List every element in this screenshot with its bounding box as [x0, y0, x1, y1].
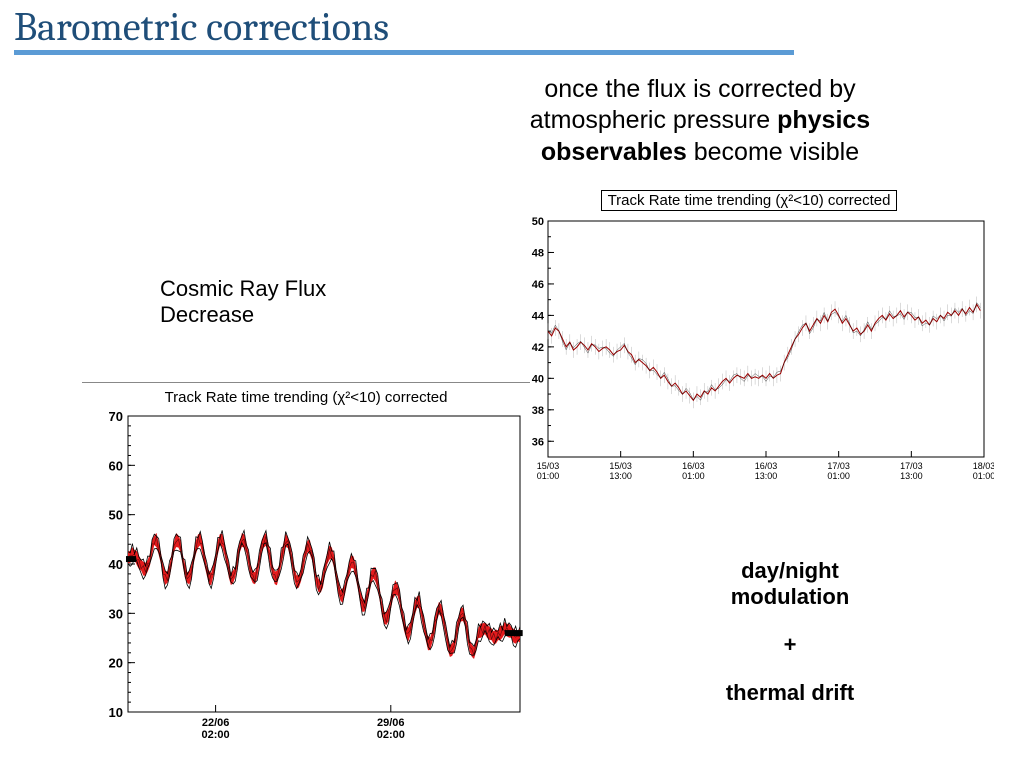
svg-text:02:00: 02:00 [202, 729, 230, 741]
svg-text:16/03: 16/03 [755, 461, 778, 471]
svg-text:30: 30 [109, 606, 123, 621]
svg-text:13:00: 13:00 [900, 471, 923, 481]
chart-right-title-box: Track Rate time trending (χ²<10) correct… [601, 190, 898, 211]
svg-text:17/03: 17/03 [900, 461, 923, 471]
svg-text:15/03: 15/03 [537, 461, 560, 471]
chart-left-title: Track Rate time trending (χ²<10) correct… [82, 389, 530, 406]
svg-text:36: 36 [532, 436, 544, 448]
svg-text:02:00: 02:00 [377, 729, 405, 741]
svg-text:50: 50 [109, 508, 123, 523]
chart-left-hr [82, 382, 530, 383]
left-label-l1: Cosmic Ray Flux [160, 276, 326, 301]
note-a: day/night [741, 558, 839, 583]
intro-l3a: observables [541, 138, 687, 166]
chart-right: Track Rate time trending (χ²<10) correct… [504, 190, 994, 490]
intro-l2b: physics [777, 106, 870, 134]
svg-text:01:00: 01:00 [973, 471, 994, 481]
intro-l3b: become visible [687, 138, 859, 166]
svg-text:13:00: 13:00 [609, 471, 632, 481]
svg-text:01:00: 01:00 [682, 471, 705, 481]
svg-text:40: 40 [532, 373, 544, 385]
note-d: thermal drift [726, 680, 854, 705]
left-label: Cosmic Ray Flux Decrease [160, 276, 326, 328]
svg-text:70: 70 [109, 409, 123, 424]
svg-text:20: 20 [109, 656, 123, 671]
chart-left: Track Rate time trending (χ²<10) correct… [82, 380, 530, 760]
chart-left-svg: 1020304050607022/0602:0029/0602:00 [82, 406, 530, 751]
svg-text:38: 38 [532, 405, 544, 417]
intro-l1: once the flux is corrected by [544, 75, 855, 103]
chart-right-title: Track Rate time trending (χ²<10) correct… [504, 190, 994, 211]
title-underline [14, 50, 794, 55]
svg-text:13:00: 13:00 [755, 471, 778, 481]
svg-text:22/06: 22/06 [202, 717, 230, 729]
svg-text:01:00: 01:00 [827, 471, 850, 481]
svg-text:15/03: 15/03 [609, 461, 632, 471]
svg-text:10: 10 [109, 705, 123, 720]
svg-text:60: 60 [109, 458, 123, 473]
svg-text:42: 42 [532, 342, 544, 354]
intro-l2a: atmospheric pressure [530, 106, 777, 134]
svg-text:48: 48 [532, 247, 544, 259]
right-notes: day/nightmodulation + thermal drift [660, 558, 920, 728]
note-c: + [784, 632, 797, 657]
svg-text:18/03: 18/03 [973, 461, 994, 471]
svg-text:40: 40 [109, 557, 123, 572]
svg-text:46: 46 [532, 279, 544, 291]
svg-text:01:00: 01:00 [537, 471, 560, 481]
svg-text:16/03: 16/03 [682, 461, 705, 471]
svg-text:44: 44 [532, 310, 545, 322]
svg-text:17/03: 17/03 [827, 461, 850, 471]
chart-right-svg: 363840424446485015/0301:0015/0313:0016/0… [504, 211, 994, 491]
intro-text: once the flux is corrected by atmospheri… [460, 74, 940, 168]
svg-text:29/06: 29/06 [377, 717, 405, 729]
slide-title: Barometric corrections [0, 0, 1024, 50]
svg-text:50: 50 [532, 216, 544, 228]
note-b: modulation [731, 584, 850, 609]
left-label-l2: Decrease [160, 302, 254, 327]
